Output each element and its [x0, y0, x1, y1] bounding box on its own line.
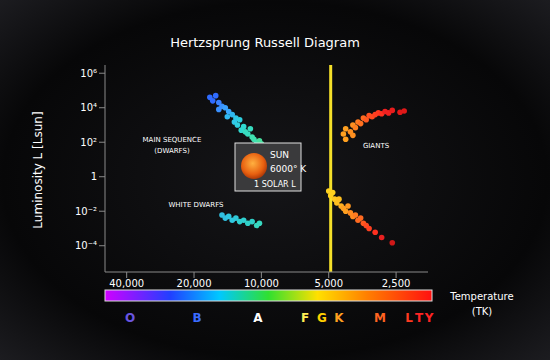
svg-text:L: L: [405, 311, 413, 325]
svg-text:K: K: [334, 311, 344, 325]
svg-text:SUN: SUN: [270, 150, 289, 160]
svg-text:1: 1: [91, 171, 97, 182]
svg-text:M: M: [374, 311, 386, 325]
svg-text:O: O: [125, 311, 135, 325]
svg-text:40,000: 40,000: [109, 278, 144, 289]
svg-text:5,000: 5,000: [314, 278, 343, 289]
svg-text:Y: Y: [424, 311, 434, 325]
svg-text:20,000: 20,000: [177, 278, 212, 289]
svg-text:A: A: [253, 311, 263, 325]
svg-text:10⁶: 10⁶: [80, 68, 97, 79]
svg-text:G: G: [317, 311, 327, 325]
svg-text:Luminosity L [Lsun]: Luminosity L [Lsun]: [31, 111, 45, 228]
svg-text:GIANTS: GIANTS: [363, 142, 390, 150]
svg-text:10,000: 10,000: [244, 278, 279, 289]
svg-text:Temperature: Temperature: [449, 291, 513, 302]
svg-text:B: B: [192, 311, 201, 325]
svg-text:10⁻⁴: 10⁻⁴: [75, 240, 97, 251]
svg-text:10²: 10²: [80, 137, 97, 148]
svg-text:F: F: [301, 311, 309, 325]
svg-text:Hertzsprung Russell Diagram: Hertzsprung Russell Diagram: [170, 35, 360, 50]
svg-text:T: T: [415, 311, 424, 325]
svg-text:(TK): (TK): [472, 306, 493, 317]
svg-text:MAIN SEQUENCE: MAIN SEQUENCE: [143, 136, 202, 144]
svg-text:WHITE DWARFS: WHITE DWARFS: [168, 201, 224, 209]
svg-text:6000° K: 6000° K: [270, 164, 307, 174]
svg-text:10⁻²: 10⁻²: [75, 206, 97, 217]
svg-text:1 SOLAR L: 1 SOLAR L: [254, 180, 296, 189]
svg-text:10⁴: 10⁴: [80, 102, 97, 113]
svg-text:(DWARFS): (DWARFS): [154, 147, 190, 155]
svg-text:2,500: 2,500: [382, 278, 411, 289]
